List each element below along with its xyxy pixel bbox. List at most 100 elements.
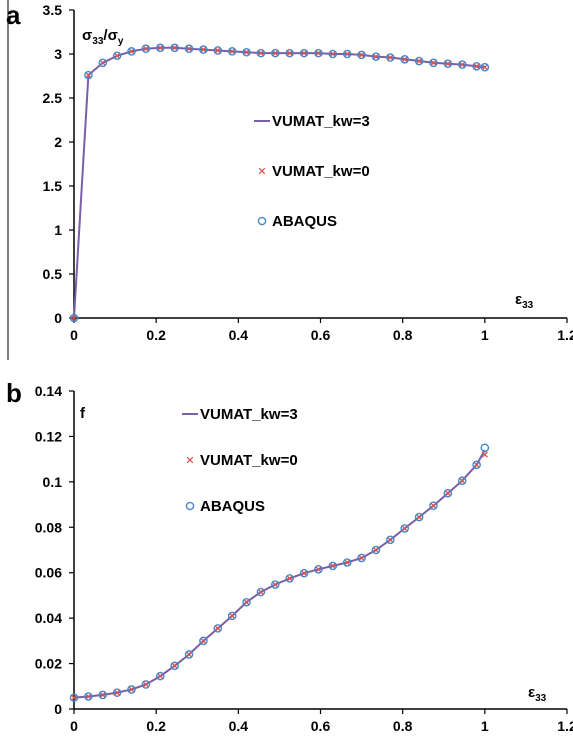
- panel-a-series-vumat-kw0-point: [185, 45, 193, 52]
- panel-b-series-vumat-kw0-point: [272, 581, 279, 588]
- panel-a-chart: 0 0.2 0.4 0.6 0.8 1 1.2 0 0.5 1 1.5 2 2.5 3 3.5 a σ33/σy…: [6, 0, 573, 360]
- panel-b-series-abaqus-point: [429, 501, 438, 511]
- panel-a-series-vumat-kw0-point: [99, 59, 106, 66]
- panel-a-series-abaqus-point: [314, 48, 323, 58]
- panel-b-series-abaqus-point: [271, 580, 280, 589]
- panel-b-series-abaqus-point: [299, 568, 309, 578]
- panel-b-series-abaqus-point: [170, 661, 179, 671]
- panel-a-y-tick-label: 1.5: [43, 178, 63, 194]
- panel-a-series-abaqus-point: [357, 50, 366, 60]
- panel-b-series-abaqus-point: [342, 558, 352, 567]
- panel-b-series-vumat-kw0-point: [229, 612, 236, 619]
- panel-a-series-abaqus-point: [429, 58, 438, 68]
- panel-a-series-abaqus-point: [480, 62, 490, 72]
- panel-a-x-axis-title: ε33: [515, 291, 534, 311]
- panel-a-series-abaqus-point: [141, 44, 151, 54]
- panel-a-series-abaqus-point: [414, 56, 424, 66]
- panel-a-series-vumat-kw0-point: [70, 314, 78, 322]
- panel-a-x-tick-label: 0.8: [393, 327, 413, 343]
- panel-b-chart: 0 0.2 0.4 0.6 0.8 1 1.2 0 0.02 0.04 0.06 0.08 0.1 0.1…: [6, 378, 573, 734]
- panel-a-x-tick-label: 1: [481, 327, 489, 343]
- panel-b-series-vumat-kw0-point: [315, 566, 322, 573]
- panel-a-legend-label: VUMAT_kw=0: [272, 163, 370, 180]
- panel-b-y-tick-label: 0.14: [35, 383, 62, 399]
- panel-a-series-vumat-kw0-point: [473, 63, 480, 70]
- panel-a-series-vumat-kw0-point: [272, 50, 279, 57]
- panel-b-series-vumat-kw0-point: [200, 637, 207, 644]
- panel-a-series-vumat-kw0-point: [372, 53, 380, 60]
- panel-b-series-vumat-kw0-point: [401, 525, 408, 532]
- panel-b-x-axis-title: ε33: [528, 684, 547, 704]
- panel-b-legend-label: ABAQUS: [200, 498, 265, 515]
- panel-b-series-abaqus-point: [285, 574, 294, 583]
- panel-a-series-abaqus-point: [328, 49, 338, 59]
- panel-a-series-abaqus-point: [386, 53, 395, 62]
- panel-b-series-vumat-kw0-point: [171, 662, 178, 669]
- panel-b-series-abaqus-point: [256, 587, 266, 597]
- panel-b-panel-letter: b: [6, 378, 22, 408]
- panel-b-series-vumat-kw0-point: [444, 490, 451, 497]
- panel-a-x-tick-label: 0.6: [311, 327, 331, 343]
- panel-a-series-vumat-kw0-point: [315, 50, 322, 57]
- panel-b-series-vumat-kw0-point: [99, 691, 106, 698]
- panel-b-series-vumat-kw0-point: [286, 575, 293, 582]
- panel-b-series-abaqus-point: [84, 692, 93, 701]
- panel-a-series-vumat-kw0-point: [257, 50, 264, 57]
- panel-a-x-tick-label: 0.2: [146, 327, 166, 343]
- panel-a-series-abaqus-point: [112, 51, 122, 61]
- panel-a-series-vumat-kw0-point: [401, 56, 408, 63]
- panel-b-y-tick-label: 0.02: [35, 656, 62, 672]
- panel-b-series-abaqus-point: [457, 476, 467, 486]
- panel-a-series-vumat-kw0-point: [171, 44, 178, 51]
- panel-a-series-abaqus-point: [342, 49, 352, 59]
- panel-b-y-tick-label: 0: [54, 701, 62, 717]
- panel-b-series-abaqus-point: [141, 680, 151, 689]
- panel-a-series-abaqus-point: [170, 43, 179, 53]
- panel-b-series-abaqus-point: [199, 636, 208, 646]
- panel-b-series-vumat-kw0-point: [387, 536, 394, 543]
- panel-a-series-abaqus-point: [271, 48, 280, 58]
- panel-b-series-abaqus-point: [328, 561, 338, 571]
- panel-a-series-abaqus-point: [127, 47, 136, 56]
- panel-b-series-vumat-kw0-point: [114, 689, 121, 696]
- panel-a-series-vumat-kw0-point: [157, 44, 164, 51]
- panel-b-series-vumat-kw0-point: [142, 681, 149, 688]
- panel-b-y-tick-label: 0.04: [35, 610, 62, 626]
- panel-b-legend-label: VUMAT_kw=0: [200, 452, 298, 469]
- panel-b-x-tick-label: 0.6: [311, 718, 331, 734]
- panel-b-x-tick-label: 0.4: [229, 718, 249, 734]
- panel-a-series-vumat-kw0-point: [344, 50, 351, 58]
- panel-b-series-abaqus-point: [400, 524, 410, 533]
- panel-b-series-vumat-kw0-point: [85, 693, 92, 700]
- panel-a-series-vumat-kw0-point: [114, 52, 121, 59]
- panel-b-x-tick-label: 1: [481, 718, 489, 734]
- panel-a-series-abaqus-point: [242, 47, 251, 57]
- panel-a-series-abaqus-point: [457, 60, 467, 69]
- panel-b-series-vumat-kw0-point: [481, 451, 488, 458]
- panel-b-x-tick-label: 1.2: [557, 718, 573, 734]
- panel-b-series-vumat-kw0-point: [128, 686, 135, 693]
- panel-b-series-vumat-kw3-line: [73, 449, 486, 699]
- panel-a-series-abaqus-point: [184, 44, 194, 54]
- panel-b-series-abaqus-point: [386, 535, 395, 545]
- panel-a-series-abaqus-point: [472, 62, 481, 71]
- panel-a-series-vumat-kw0-point: [85, 72, 92, 79]
- panel-b-series-vumat-kw0-point: [70, 694, 78, 701]
- panel-b-series-vumat-kw0-point: [301, 570, 308, 577]
- panel-a-y-tick-label: 3: [54, 46, 62, 62]
- panel-b-series-vumat-kw0-point: [214, 625, 221, 632]
- panel-b-series-vumat-kw0-point: [344, 559, 351, 566]
- panel-b-x-tick-label: 0.2: [146, 718, 166, 734]
- panel-b-series-vumat-kw0-point: [430, 502, 437, 509]
- panel-a-series-vumat-kw0-point: [430, 59, 437, 66]
- panel-a-series-vumat-kw0-point: [416, 57, 423, 65]
- panel-a-series-abaqus-point: [69, 313, 79, 323]
- panel-b-series-abaqus-point: [314, 565, 323, 574]
- panel-b-series-vumat-kw0-point: [329, 562, 336, 569]
- panel-b-series-vumat-kw0-point: [416, 514, 423, 521]
- panel-b-series-abaqus-point: [480, 443, 490, 453]
- panel-a-series-vumat-kw0-point: [329, 50, 336, 58]
- panel-a-series-vumat-kw0-point: [444, 60, 451, 67]
- panel-a-series-vumat-kw0-point: [387, 54, 394, 61]
